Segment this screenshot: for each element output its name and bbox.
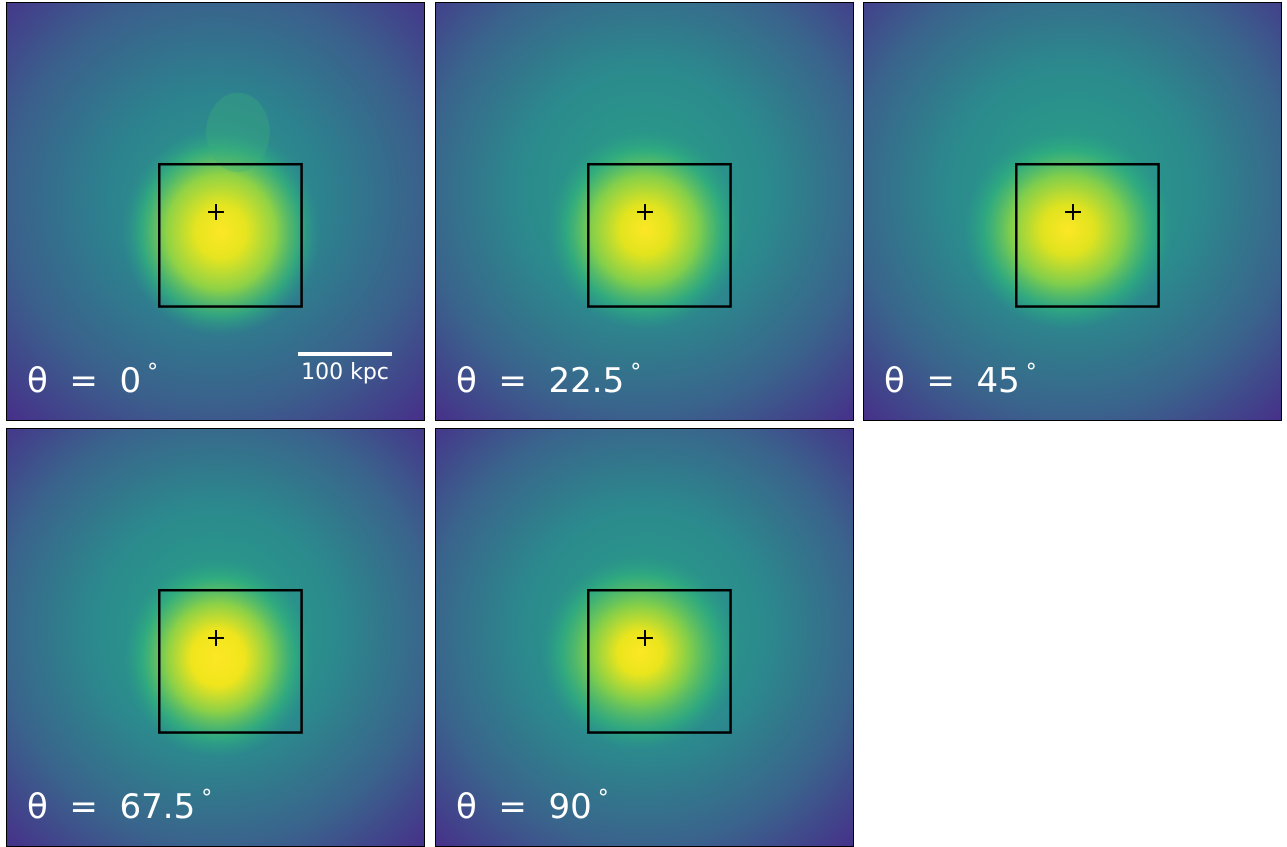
emission-blob [206, 92, 270, 173]
projection-panel-90: θ = 90 ° [435, 428, 854, 847]
scale-bar-line [298, 352, 392, 356]
theta-label: θ = 22.5 ° [456, 360, 642, 401]
aperture-box [158, 162, 303, 308]
aperture-box [587, 588, 732, 734]
projection-panel-67-5: θ = 67.5 ° [6, 428, 425, 847]
emission-map [436, 3, 853, 420]
emission-map [864, 3, 1281, 420]
emission-map [7, 429, 424, 846]
emission-map [436, 429, 853, 846]
projection-panel-45: θ = 45 ° [863, 2, 1282, 421]
theta-label: θ = 90 ° [456, 786, 609, 827]
emission-core [123, 558, 313, 758]
aperture-box [587, 162, 732, 308]
emission-core [121, 127, 321, 337]
aperture-box [1015, 162, 1160, 308]
theta-label: θ = 45 ° [884, 360, 1037, 401]
center-marker [208, 204, 224, 220]
projection-panel-22-5: θ = 22.5 ° [435, 2, 854, 421]
center-marker [637, 630, 653, 646]
center-marker [637, 204, 653, 220]
center-marker [208, 630, 224, 646]
center-marker [1065, 204, 1081, 220]
scale-bar-label: 100 kpc [301, 360, 389, 385]
emission-core [540, 555, 740, 751]
emission-core [547, 130, 743, 330]
aperture-box [158, 588, 303, 734]
emission-core [963, 130, 1173, 330]
theta-label: θ = 0 ° [27, 360, 159, 401]
scale-bar: 100 kpc [290, 352, 400, 392]
projection-panel-0: θ = 0 ° 100 kpc [6, 2, 425, 421]
theta-label: θ = 67.5 ° [27, 786, 213, 827]
emission-map [7, 3, 424, 420]
